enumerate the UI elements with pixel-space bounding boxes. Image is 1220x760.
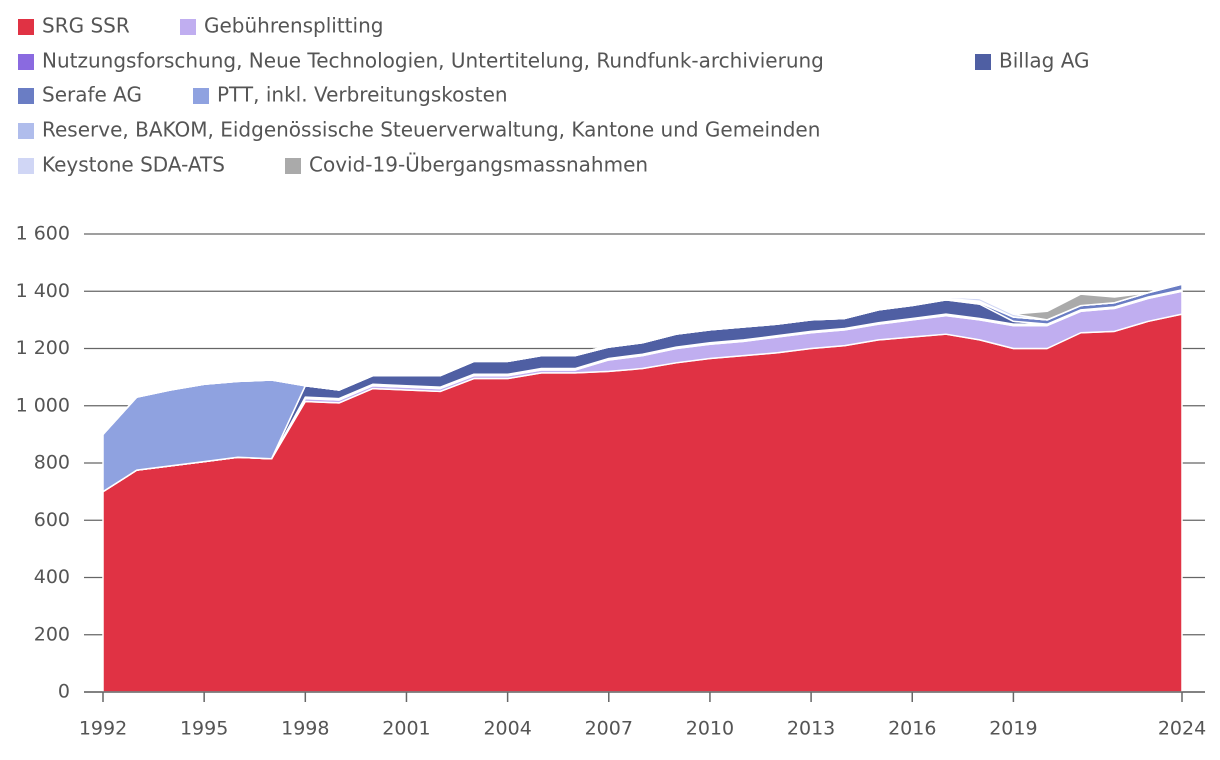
y-tick-label: 0 [58,681,70,703]
y-tick-label: 1 000 [16,394,70,416]
x-tick-label: 1998 [281,718,329,740]
y-tick-label: 600 [34,509,70,531]
y-tick-label: 400 [34,566,70,588]
legend-label: Serafe AG [42,83,142,107]
legend-swatch [180,19,196,35]
legend-swatch [193,88,209,104]
y-tick-label: 200 [34,623,70,645]
legend-swatch [18,88,34,104]
legend-label: Nutzungsforschung, Neue Technologien, Un… [42,49,824,73]
x-tick-label: 2010 [686,718,734,740]
x-tick-label: 1995 [180,718,228,740]
x-tick-label: 2019 [989,718,1037,740]
legend-label: SRG SSR [42,14,130,38]
y-tick-label: 1 400 [16,280,70,302]
y-tick-label: 1 200 [16,337,70,359]
x-tick-label: 1992 [79,718,127,740]
legend-label: Keystone SDA-ATS [42,153,225,177]
x-tick-label: 2013 [787,718,835,740]
legend-swatch [18,123,34,139]
x-tick-label: 2024 [1158,718,1206,740]
legend-swatch [18,158,34,174]
legend-label: Billag AG [999,49,1090,73]
area [102,283,1183,436]
legend-label: Reserve, BAKOM, Eidgenössische Steuerver… [42,118,820,142]
x-tick-label: 2004 [483,718,531,740]
legend-label: PTT, inkl. Verbreitungskosten [217,83,508,107]
legend-swatch [285,158,301,174]
x-tick-label: 2007 [585,718,633,740]
y-tick-label: 800 [34,452,70,474]
y-tick-label: 1 600 [16,223,70,245]
legend-label: Covid-19-Übergangsmassnahmen [309,153,648,177]
legend-swatch [18,19,34,35]
legend-label: Gebührensplitting [204,14,383,38]
x-tick-label: 2001 [382,718,430,740]
legend-swatch [975,54,991,70]
legend-swatch [18,54,34,70]
x-tick-label: 2016 [888,718,936,740]
area [102,313,1183,693]
